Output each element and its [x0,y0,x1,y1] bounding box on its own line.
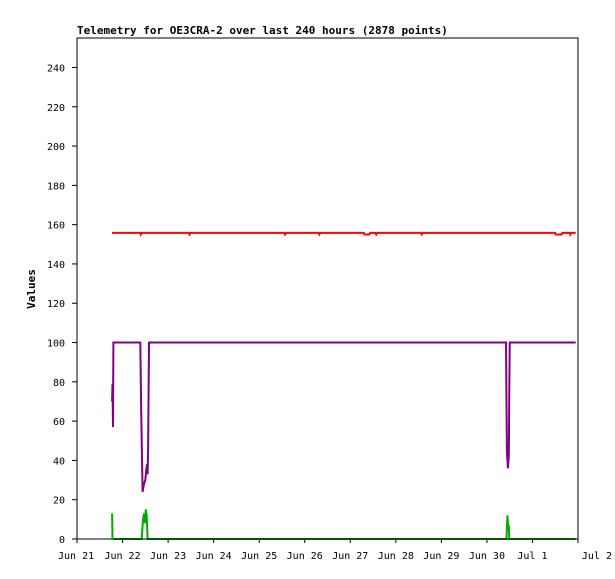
x-tick-label: Jun 25 [241,551,277,562]
x-tick-label: Jun 26 [287,551,323,562]
y-tick-label: 180 [47,181,65,192]
y-tick-label: 200 [47,142,65,153]
x-tick-label: Jun 27 [332,551,368,562]
y-tick-label: 140 [47,260,65,271]
x-tick-label: Jun 22 [104,551,140,562]
y-tick-label: 240 [47,63,65,74]
x-tick-label: Jul 2 [582,551,612,562]
x-tick-label: Jun 29 [423,551,459,562]
y-tick-label: 0 [59,535,65,546]
chart-title: Telemetry for OE3CRA-2 over last 240 hou… [77,24,448,37]
y-axis-label: Values [25,269,38,309]
series-line-2 [111,509,576,540]
y-tick-label: 120 [47,299,65,310]
y-tick-label: 80 [53,378,65,389]
y-tick-label: 40 [53,456,65,467]
x-tick-label: Jun 24 [196,551,232,562]
x-tick-label: Jul 1 [517,551,547,562]
y-tick-label: 20 [53,496,65,507]
x-tick-label: Jun 21 [58,551,94,562]
x-tick-label: Jun 28 [378,551,414,562]
y-tick-label: 160 [47,221,65,232]
y-tick-label: 100 [47,339,65,350]
series-line-1 [111,341,576,492]
series-layer [111,231,576,540]
y-tick-label: 220 [47,103,65,114]
series-line-0 [112,231,576,238]
x-tick-label: Jun 30 [469,551,505,562]
y-axis: 0 20 40 60 80 100 120 140 160 180 200 220 240 [47,63,77,546]
y-tick-label: 60 [53,417,65,428]
x-tick-label: Jun 23 [150,551,186,562]
